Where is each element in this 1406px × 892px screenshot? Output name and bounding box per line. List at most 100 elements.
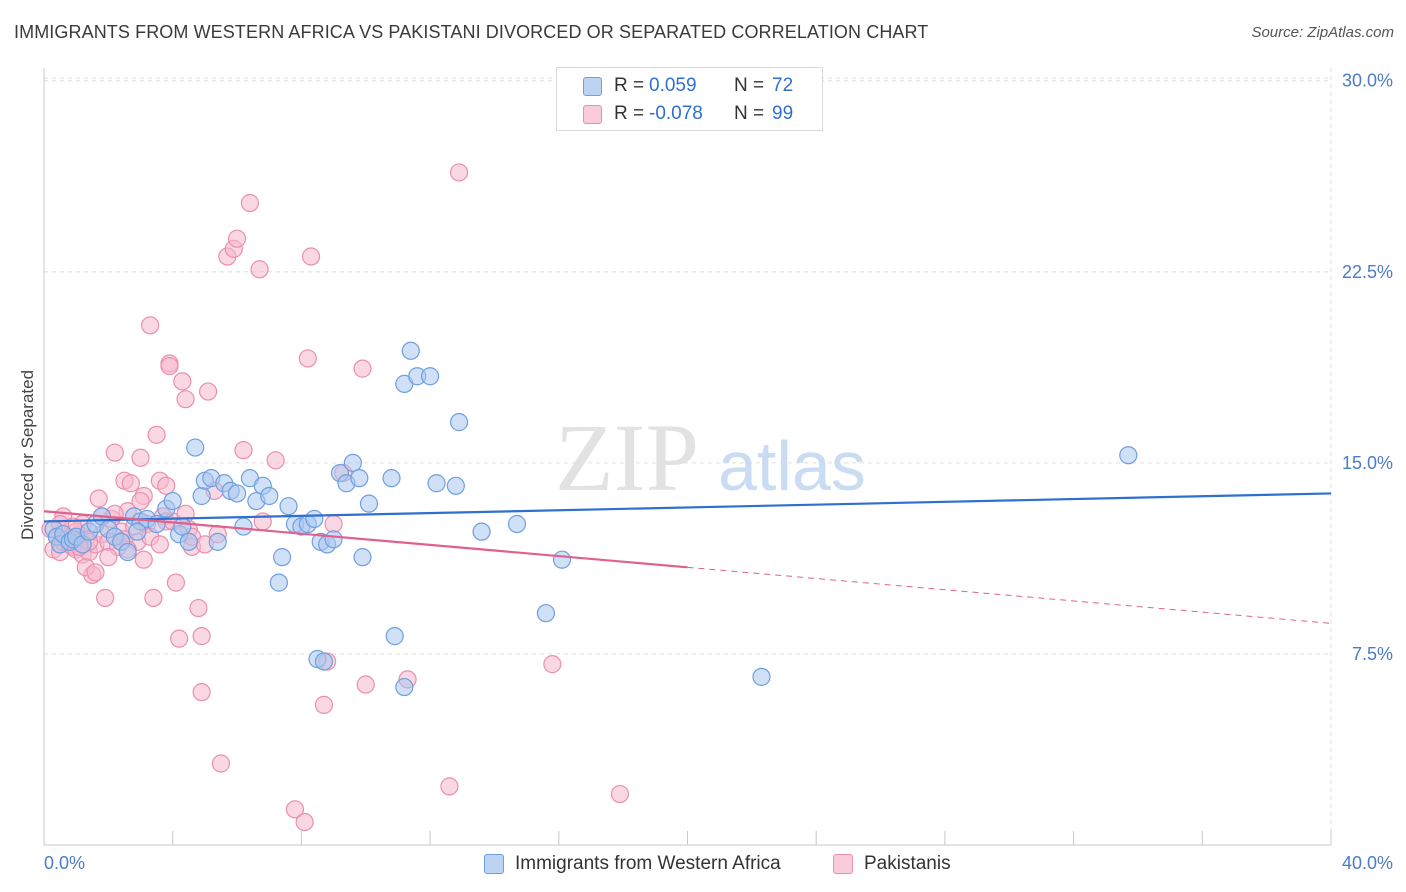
bottom-legend-swatch-blue bbox=[484, 854, 504, 874]
western-africa-point bbox=[324, 530, 343, 549]
western-africa-point bbox=[314, 652, 334, 671]
pakistanis-point bbox=[449, 163, 469, 182]
western-africa-point bbox=[472, 522, 491, 541]
pakistanis-point bbox=[89, 489, 108, 508]
western-africa-point bbox=[208, 532, 227, 551]
pakistanis-point bbox=[134, 550, 153, 569]
legend-r-value: 0.059 bbox=[649, 75, 697, 96]
x-tick-label: 0.0% bbox=[44, 853, 85, 873]
pakistanis-point bbox=[141, 316, 160, 335]
pakistanis-point bbox=[99, 548, 118, 567]
western-africa-point bbox=[401, 341, 420, 360]
pakistanis-point bbox=[543, 655, 562, 674]
western-africa-point bbox=[128, 522, 147, 541]
legend-r-label: R = bbox=[614, 75, 645, 96]
pakistanis-point bbox=[150, 535, 169, 554]
legend-swatch-blue bbox=[583, 77, 602, 96]
pakistanis-point bbox=[189, 598, 208, 618]
legend-row-pakistanis: R = -0.078 N = 99 bbox=[557, 100, 822, 128]
pakistanis-point bbox=[131, 448, 150, 467]
pakistanis-point bbox=[356, 675, 375, 694]
pakistanis-point bbox=[266, 451, 285, 470]
pakistanis-point bbox=[610, 784, 630, 804]
western-africa-point bbox=[173, 517, 192, 536]
western-africa-point bbox=[350, 469, 369, 488]
western-africa-point bbox=[234, 517, 253, 536]
pakistanis-point bbox=[192, 683, 211, 702]
bottom-legend-swatch-pink bbox=[833, 854, 853, 874]
axes bbox=[43, 68, 1332, 846]
pakistanis-point bbox=[176, 390, 195, 409]
western-africa-point bbox=[446, 476, 465, 495]
pakistanis-point bbox=[198, 382, 218, 401]
western-africa-point bbox=[118, 542, 137, 562]
legend-n-value: 72 bbox=[772, 75, 794, 96]
correlation-legend: R = 0.059 N = 72 R = -0.078 N = 99 bbox=[556, 67, 823, 131]
legend-r-label: R = bbox=[614, 103, 645, 124]
western-africa-point bbox=[260, 486, 279, 506]
pakistanis-point bbox=[173, 372, 192, 391]
tick-labels: 7.5% 15.0% 22.5% 30.0% 0.0% 40.0% bbox=[44, 71, 1393, 873]
western-africa-point bbox=[305, 509, 324, 529]
pakistanis-point bbox=[314, 695, 334, 714]
pakistanis-point bbox=[131, 491, 150, 511]
western-africa-point bbox=[507, 514, 527, 534]
pakistanis-point bbox=[86, 563, 105, 582]
pakistanis-point bbox=[234, 441, 253, 460]
pakistanis-point bbox=[353, 359, 372, 378]
pakistanis-points bbox=[41, 163, 630, 832]
watermark-atlas: atlas bbox=[718, 427, 866, 505]
western-africa-point bbox=[179, 532, 198, 551]
pakistanis-point bbox=[324, 514, 343, 534]
pakistanis-trend-line bbox=[43, 510, 688, 569]
western-africa-point bbox=[752, 667, 771, 686]
pakistanis-point bbox=[250, 260, 269, 279]
pakistanis-point bbox=[298, 349, 317, 368]
pakistanis-point bbox=[440, 777, 459, 796]
western-africa-point bbox=[192, 486, 211, 506]
source-attribution[interactable]: Source: ZipAtlas.com bbox=[1251, 24, 1394, 41]
chart-title: IMMIGRANTS FROM WESTERN AFRICA VS PAKIST… bbox=[14, 22, 929, 42]
pakistanis-trend-line-dashed bbox=[687, 566, 1332, 624]
pakistanis-point bbox=[166, 573, 186, 592]
x-tick-label: 40.0% bbox=[1342, 853, 1393, 873]
western-africa-point bbox=[163, 491, 182, 511]
western-africa-point bbox=[427, 474, 446, 493]
western-africa-point bbox=[359, 494, 379, 513]
watermark-zip: ZIP bbox=[555, 404, 699, 511]
pakistanis-point bbox=[240, 193, 260, 213]
pakistanis-point bbox=[285, 800, 305, 819]
pakistanis-point bbox=[170, 629, 189, 648]
pakistanis-point bbox=[144, 588, 163, 607]
western-africa-point bbox=[1119, 446, 1138, 465]
legend-n-value: 99 bbox=[772, 103, 794, 124]
pakistanis-point bbox=[192, 627, 211, 646]
pakistanis-point bbox=[227, 229, 247, 248]
western-africa-point bbox=[395, 677, 414, 697]
western-africa-point bbox=[382, 469, 401, 488]
pakistanis-point bbox=[105, 443, 124, 462]
western-africa-point bbox=[385, 627, 404, 646]
legend-r-value: -0.078 bbox=[649, 103, 703, 124]
western-africa-point bbox=[272, 548, 292, 567]
y-tick-label: 15.0% bbox=[1342, 453, 1393, 473]
watermark: ZIP atlas bbox=[555, 404, 866, 511]
western-africa-point bbox=[421, 367, 440, 386]
western-africa-trend-line bbox=[43, 492, 1332, 523]
western-africa-point bbox=[227, 484, 247, 503]
pakistanis-point bbox=[211, 754, 231, 773]
pakistanis-point bbox=[301, 247, 321, 266]
y-tick-label: 7.5% bbox=[1352, 644, 1393, 664]
western-africa-points bbox=[44, 341, 1138, 697]
legend-n-label: N = bbox=[734, 103, 765, 124]
legend-swatch-pink bbox=[583, 105, 602, 124]
bottom-legend-label: Immigrants from Western Africa bbox=[515, 853, 781, 874]
pakistanis-point bbox=[121, 474, 140, 493]
y-tick-label: 22.5% bbox=[1342, 262, 1393, 282]
y-tick-label: 30.0% bbox=[1342, 71, 1393, 91]
western-africa-point bbox=[552, 550, 572, 569]
western-africa-point bbox=[186, 438, 205, 457]
pakistanis-point bbox=[96, 588, 115, 607]
legend-row-western-africa: R = 0.059 N = 72 bbox=[557, 72, 822, 100]
